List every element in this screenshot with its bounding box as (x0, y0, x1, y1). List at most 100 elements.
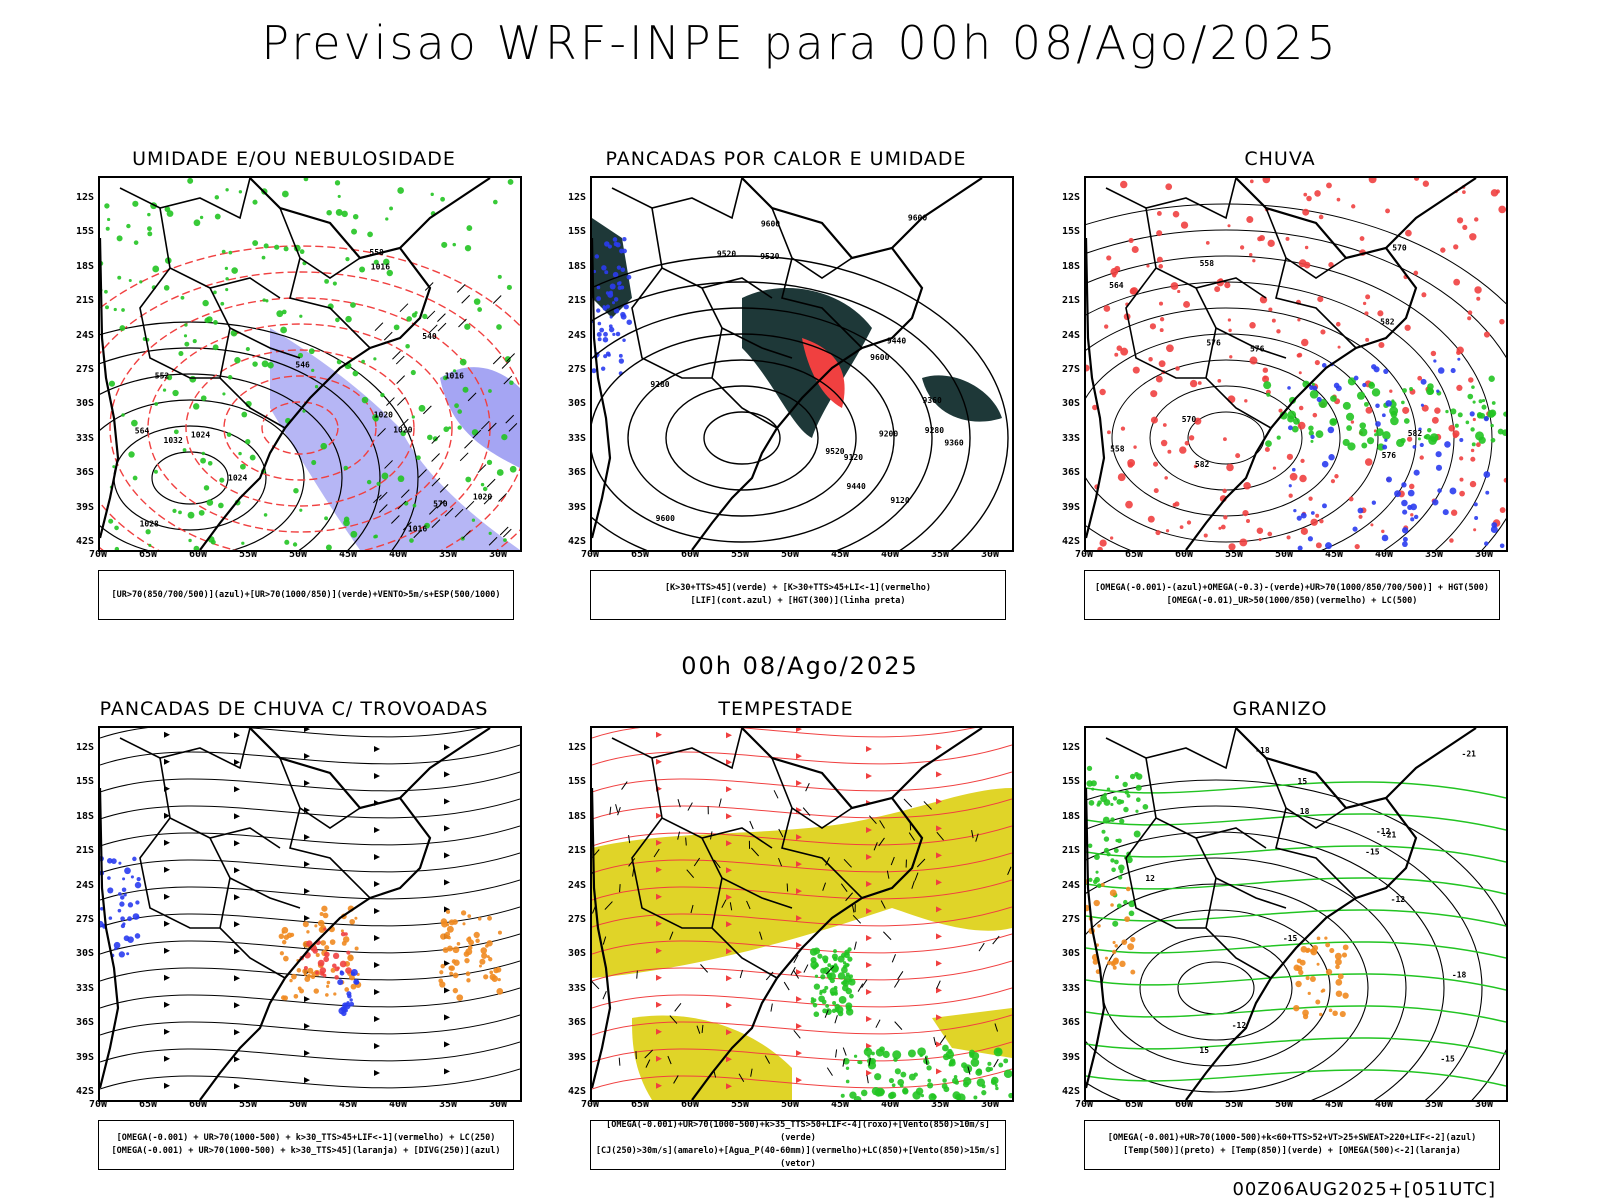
field-spot (1348, 496, 1354, 502)
wind-arrow (374, 1042, 380, 1049)
field-spot (1297, 545, 1303, 550)
field-spot (430, 192, 434, 197)
field-spot (349, 974, 355, 981)
lat-tick-label: 18S (75, 810, 94, 822)
contour-value-label: 1020 (473, 492, 492, 501)
field-spot (1227, 395, 1236, 404)
map-frame[interactable] (98, 726, 522, 1102)
wind-arrow (234, 921, 240, 928)
field-spot (1407, 489, 1415, 497)
field-spot (281, 930, 285, 934)
field-spot (1450, 368, 1456, 374)
field-spot (1287, 415, 1295, 423)
wind-arrow (444, 987, 450, 994)
contour-line (100, 271, 520, 550)
field-spot (1125, 886, 1131, 892)
contour-value-label: 1032 (164, 436, 183, 445)
field-spot (473, 931, 480, 939)
wind-arrow (164, 1001, 170, 1008)
field-spot (488, 531, 492, 535)
field-spot (1096, 883, 1102, 889)
lat-tick-label: 21S (1061, 295, 1080, 307)
field-spot (187, 511, 195, 519)
lon-tick-label: 55W (238, 1099, 258, 1110)
field-spot (380, 392, 385, 398)
wind-vector (436, 499, 446, 509)
field-spot (345, 256, 350, 262)
field-spot (224, 266, 229, 271)
field-spot (1312, 944, 1319, 952)
panel-legend: [OMEGA(-0.001)+UR>70(1000-500)+k>35_TTS>… (590, 1120, 1006, 1170)
field-spot (1302, 1009, 1309, 1017)
lat-tick-label: 39S (567, 1051, 586, 1063)
field-spot (1321, 460, 1329, 468)
lon-tick-label: 65W (630, 1099, 650, 1110)
wind-vector (793, 1029, 801, 1039)
lat-tick-label: 18S (567, 260, 586, 272)
lat-tick-label: 33S (75, 432, 94, 444)
field-spot (1112, 940, 1116, 945)
lat-tick-label: 42S (567, 1086, 586, 1097)
field-spot (981, 1084, 986, 1089)
wind-vector (378, 491, 388, 501)
wind-arrow (164, 947, 170, 954)
streamline (100, 744, 520, 766)
wind-vector (674, 1003, 682, 1012)
field-spot (465, 476, 472, 483)
wind-vector (397, 397, 406, 406)
field-spot (383, 258, 390, 266)
field-spot (592, 368, 597, 374)
field-spot (1103, 836, 1110, 842)
contour-value-label: 1016 (371, 263, 390, 272)
field-spot (416, 455, 421, 461)
streamline (100, 852, 520, 874)
field-spot (440, 918, 448, 925)
field-spot (440, 933, 447, 940)
field-spot (497, 930, 502, 935)
field-spot (108, 518, 114, 524)
lon-tick-label: 35W (438, 549, 458, 560)
field-spot (153, 469, 158, 474)
field-spot (449, 971, 454, 976)
temp850-contour (1086, 1005, 1506, 1023)
field-spot (340, 929, 344, 933)
lon-tick-label: 30W (980, 549, 1000, 560)
field-spot (432, 436, 438, 442)
wind-vector (971, 830, 974, 839)
map-frame[interactable]: 9600 9600 9600 9600 9520 9520 9520 9440 9440 9360… (590, 176, 1014, 552)
map-frame[interactable]: 582 582 582 576 576 576 570 570 564 558 558 (1084, 176, 1508, 552)
wind-vector (592, 980, 600, 990)
field-spot (1375, 403, 1380, 409)
field-spot (1100, 795, 1108, 803)
map-frame[interactable]: -12 -12 -12 -15 -15 -15 -18 -18 -21 -21 15 15 12 18 (1084, 726, 1508, 1102)
lon-tick-label: 50W (288, 1099, 308, 1110)
temp850-contour (1086, 845, 1506, 863)
contour-value-label: -12 (1232, 1021, 1247, 1030)
field-spot (1377, 443, 1385, 451)
field-spot (849, 993, 854, 999)
field-spot (178, 351, 184, 357)
lon-tick-label: 60W (1174, 1099, 1194, 1110)
lon-tick-label: 70W (88, 1099, 108, 1110)
wind-vector (883, 931, 892, 941)
field-spot (1116, 798, 1123, 805)
streamline (592, 771, 1012, 793)
lon-tick-label: 40W (388, 1099, 408, 1110)
map-frame[interactable]: 1016 1016 1020 1024 1028 1032 1020 1024 1016 1020… (98, 176, 522, 552)
field-spot (303, 966, 308, 971)
wind-arrow (374, 745, 380, 752)
field-spot (1278, 408, 1283, 413)
field-spot (117, 908, 122, 913)
wind-vector (805, 782, 810, 792)
wind-arrow (234, 840, 240, 847)
wind-arrow (936, 825, 942, 832)
field-spot (1309, 389, 1319, 399)
wind-arrow (866, 1042, 872, 1049)
field-spot (488, 389, 492, 393)
contour-value-label: 582 (1380, 318, 1395, 327)
map-frame[interactable] (590, 726, 1014, 1102)
field-spot (1228, 543, 1236, 550)
field-spot (853, 1054, 858, 1058)
field-spot (1383, 368, 1389, 374)
lon-tick-label: 65W (138, 1099, 158, 1110)
